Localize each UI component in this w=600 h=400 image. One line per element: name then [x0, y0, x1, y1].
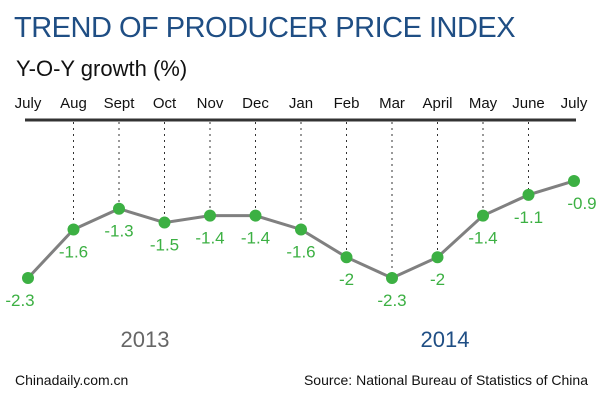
data-label: -1.3: [104, 222, 133, 241]
data-label: -1.1: [514, 208, 543, 227]
x-tick-label: July: [561, 95, 588, 112]
x-tick-label: Jan: [289, 95, 313, 112]
chart-subtitle: Y-O-Y growth (%): [16, 56, 188, 81]
data-point: [477, 209, 489, 222]
data-label: -2: [339, 270, 354, 289]
x-tick-label: April: [422, 95, 452, 112]
data-point: [204, 209, 216, 222]
data-point: [249, 209, 262, 222]
data-point: [386, 272, 398, 284]
data-point: [522, 188, 535, 201]
x-tick-label: Aug: [60, 95, 87, 112]
x-tick-label: June: [512, 95, 545, 112]
data-point: [113, 202, 125, 215]
data-label: -0.9: [567, 194, 596, 213]
data-point: [158, 216, 171, 229]
x-tick-label: Oct: [153, 95, 177, 112]
x-tick-label: Dec: [242, 95, 269, 112]
x-tick-label: Sept: [104, 95, 136, 112]
x-tick-label: Nov: [197, 95, 224, 112]
data-label: -1.6: [286, 242, 315, 261]
data-point: [340, 251, 353, 264]
data-point: [295, 223, 307, 236]
data-point: [67, 223, 80, 236]
source-text: Source: National Bureau of Statistics of…: [303, 372, 588, 388]
chart-title: TREND OF PRODUCER PRICE INDEX: [14, 12, 516, 44]
data-label: -2.3: [5, 291, 34, 310]
data-point: [568, 174, 580, 187]
data-label: -1.4: [241, 229, 270, 248]
credit-text: Chinadaily.com.cn: [15, 372, 129, 388]
year-label: 2013: [121, 327, 170, 352]
x-tick-label: May: [469, 95, 498, 112]
data-label: -1.4: [468, 229, 497, 248]
data-label: -2.3: [377, 291, 406, 310]
data-label: -2: [430, 270, 445, 289]
data-point: [22, 272, 34, 284]
data-label: -1.5: [150, 236, 179, 255]
x-tick-label: Mar: [379, 95, 405, 112]
data-point: [431, 251, 444, 264]
year-label: 2014: [421, 327, 470, 352]
x-tick-label: July: [15, 95, 42, 112]
x-tick-label: Feb: [334, 95, 360, 112]
data-label: -1.4: [195, 229, 224, 248]
data-label: -1.6: [59, 242, 88, 261]
